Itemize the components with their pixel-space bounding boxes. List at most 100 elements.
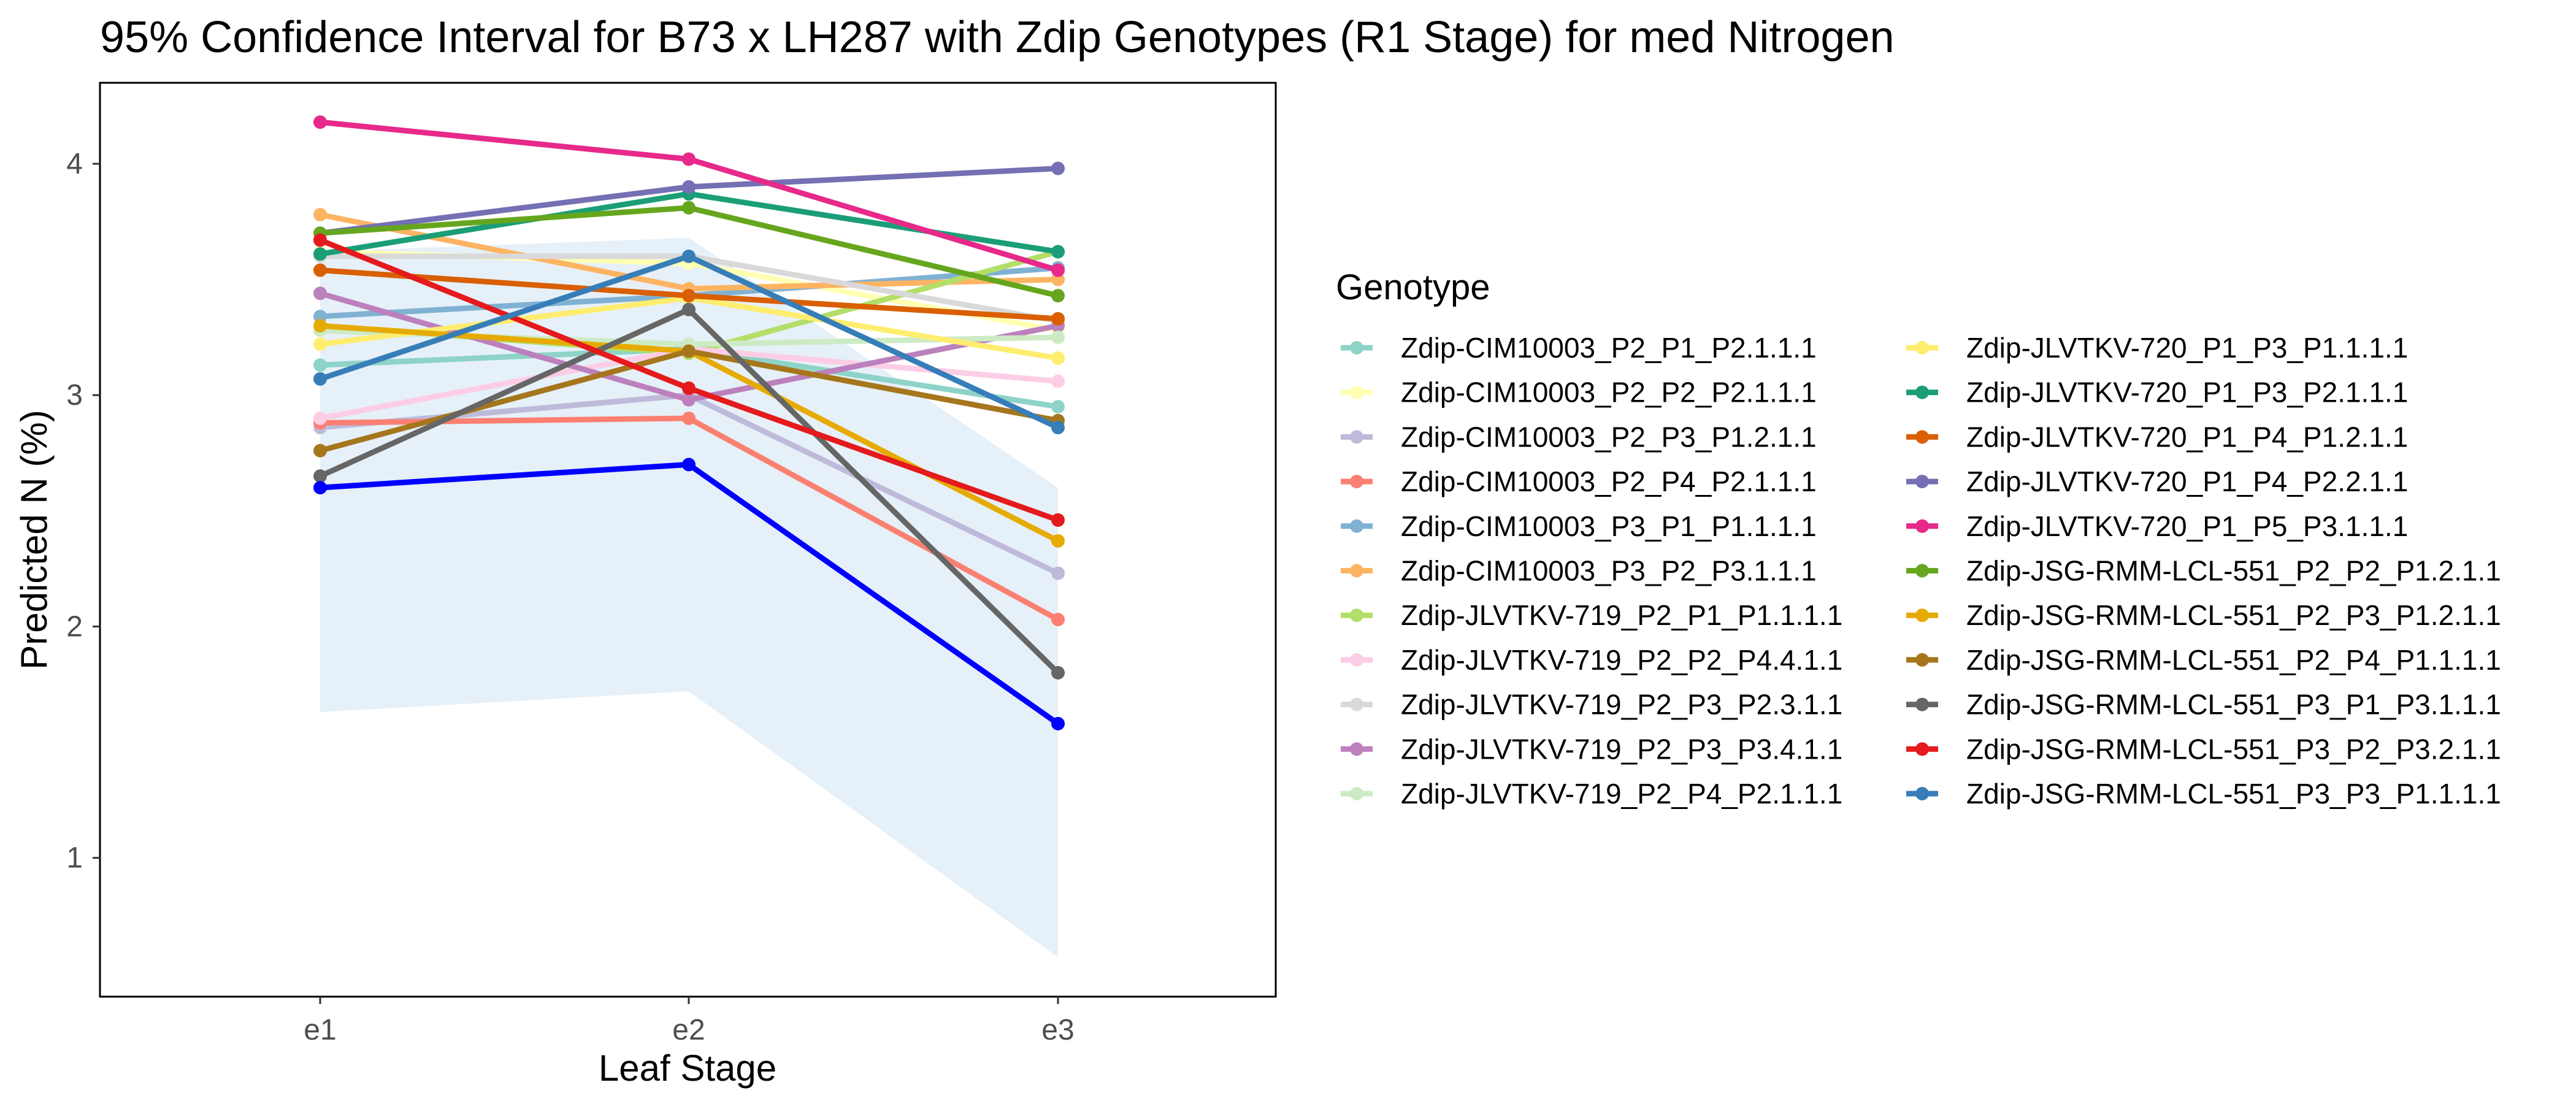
legend-key-point (1915, 787, 1929, 800)
legend: Genotype Zdip-CIM10003_P2_P1_P2.1.1.1Zdi… (1336, 267, 2501, 810)
legend-key-point (1350, 341, 1363, 355)
legend-item: Zdip-JLVTKV-720_P1_P5_P3.1.1.1 (1906, 510, 2408, 542)
legend-item: Zdip-JLVTKV-719_P2_P2_P4.4.1.1 (1341, 644, 1842, 676)
data-point (313, 319, 327, 333)
legend-label: Zdip-JSG-RMM-LCL-551_P2_P3_P1.2.1.1 (1966, 599, 2501, 631)
legend-key-point (1915, 475, 1929, 489)
series-14 (313, 263, 1065, 326)
data-point (313, 372, 327, 386)
legend-label: Zdip-JLVTKV-719_P2_P3_P2.3.1.1 (1401, 689, 1842, 721)
data-point (313, 247, 327, 261)
legend-key-point (1915, 519, 1929, 533)
legend-items: Zdip-CIM10003_P2_P1_P2.1.1.1 Zdip-CIM1000… (1341, 332, 2501, 810)
y-tick-label: 2 (66, 610, 83, 643)
plot-area (99, 82, 1277, 998)
legend-label: Zdip-JLVTKV-719_P2_P3_P3.4.1.1 (1401, 733, 1842, 765)
y-axis-title: Predicted N (%) (13, 410, 55, 669)
data-point (313, 208, 327, 222)
x-axis-title: Leaf Stage (599, 1048, 776, 1089)
data-point (313, 481, 327, 495)
legend-item: Zdip-CIM10003_P3_P2_P3.1.1.1 (1341, 555, 1817, 587)
legend-key-point (1350, 385, 1363, 399)
y-axis: 1 2 3 4 (66, 148, 100, 875)
legend-key-point (1915, 385, 1929, 399)
legend-key-point (1915, 341, 1929, 355)
data-point (313, 115, 327, 129)
data-point (1051, 289, 1065, 303)
legend-label: Zdip-JLVTKV-720_P1_P4_P1.2.1.1 (1966, 421, 2408, 453)
legend-key-point (1350, 608, 1363, 623)
legend-key-point (1915, 742, 1929, 756)
legend-key-point (1350, 742, 1363, 756)
legend-key-point (1350, 564, 1363, 578)
x-tick-label: e2 (672, 1014, 705, 1046)
data-point (1051, 513, 1065, 527)
data-point (1051, 263, 1065, 277)
legend-title: Genotype (1336, 267, 1490, 307)
legend-label: Zdip-JSG-RMM-LCL-551_P3_P3_P1.1.1.1 (1966, 778, 2501, 810)
legend-item: Zdip-JLVTKV-720_P1_P4_P1.2.1.1 (1906, 421, 2408, 453)
data-point (1051, 312, 1065, 326)
data-point (1051, 400, 1065, 414)
legend-key-point (1350, 475, 1363, 489)
legend-item: Zdip-JLVTKV-719_P2_P3_P3.4.1.1 (1341, 733, 1842, 765)
data-point (1051, 351, 1065, 365)
confidence-band (320, 237, 1058, 957)
legend-key-point (1915, 608, 1929, 623)
legend-label: Zdip-JSG-RMM-LCL-551_P3_P1_P3.1.1.1 (1966, 689, 2501, 721)
legend-item: Zdip-CIM10003_P2_P2_P2.1.1.1 (1341, 377, 1817, 408)
legend-item: Zdip-CIM10003_P2_P4_P2.1.1.1 (1341, 466, 1817, 497)
data-point (1051, 716, 1065, 730)
data-point (313, 358, 327, 372)
data-point (682, 201, 696, 215)
legend-label: Zdip-JLVTKV-719_P2_P4_P2.1.1.1 (1401, 778, 1842, 810)
series-23 (313, 458, 1065, 730)
data-point (1051, 613, 1065, 627)
series-16 (313, 115, 1065, 277)
legend-item: Zdip-JLVTKV-720_P1_P4_P2.2.1.1 (1906, 466, 2408, 497)
data-point (682, 302, 696, 316)
legend-item: Zdip-JLVTKV-719_P2_P3_P2.3.1.1 (1341, 689, 1842, 721)
legend-key-point (1915, 653, 1929, 667)
legend-label: Zdip-CIM10003_P2_P3_P1.2.1.1 (1401, 421, 1817, 453)
legend-item: Zdip-CIM10003_P2_P1_P2.1.1.1 (1341, 332, 1817, 364)
data-point (1051, 665, 1065, 680)
legend-item: Zdip-JSG-RMM-LCL-551_P3_P2_P3.2.1.1 (1906, 733, 2501, 765)
legend-key-point (1350, 519, 1363, 533)
y-tick-label: 1 (66, 842, 83, 875)
x-tick-label: e1 (304, 1014, 336, 1046)
series-20 (313, 302, 1065, 680)
legend-label: Zdip-JSG-RMM-LCL-551_P2_P2_P1.2.1.1 (1966, 555, 2501, 587)
series-21 (313, 233, 1065, 527)
data-point (1051, 272, 1065, 286)
data-point (1051, 421, 1065, 435)
data-point (313, 286, 327, 301)
x-axis: e1 e2 e3 (304, 997, 1075, 1046)
data-point (313, 469, 327, 483)
data-point (682, 180, 696, 194)
series-layer (313, 115, 1065, 730)
legend-key-point (1350, 697, 1363, 711)
legend-label: Zdip-JLVTKV-720_P1_P3_P2.1.1.1 (1966, 377, 2408, 408)
data-point (682, 393, 696, 407)
legend-key-point (1350, 787, 1363, 800)
data-point (1051, 534, 1065, 548)
legend-label: Zdip-CIM10003_P2_P4_P2.1.1.1 (1401, 466, 1817, 497)
legend-label: Zdip-JLVTKV-720_P1_P4_P2.2.1.1 (1966, 466, 2408, 497)
legend-item: Zdip-JLVTKV-720_P1_P3_P2.1.1.1 (1906, 377, 2408, 408)
legend-label: Zdip-JLVTKV-720_P1_P5_P3.1.1.1 (1966, 510, 2408, 542)
legend-label: Zdip-CIM10003_P3_P2_P3.1.1.1 (1401, 555, 1817, 587)
legend-item: Zdip-CIM10003_P3_P1_P1.1.1.1 (1341, 510, 1817, 542)
data-point (1051, 330, 1065, 344)
data-point (1051, 245, 1065, 259)
data-point (313, 337, 327, 351)
legend-item: Zdip-JSG-RMM-LCL-551_P2_P4_P1.1.1.1 (1906, 644, 2501, 676)
data-point (313, 309, 327, 323)
data-point (682, 381, 696, 395)
legend-key-point (1350, 653, 1363, 667)
y-tick-label: 4 (66, 148, 83, 180)
legend-label: Zdip-CIM10003_P3_P1_P1.1.1.1 (1401, 510, 1817, 542)
data-point (313, 411, 327, 425)
data-point (313, 263, 327, 277)
legend-key-point (1915, 430, 1929, 444)
